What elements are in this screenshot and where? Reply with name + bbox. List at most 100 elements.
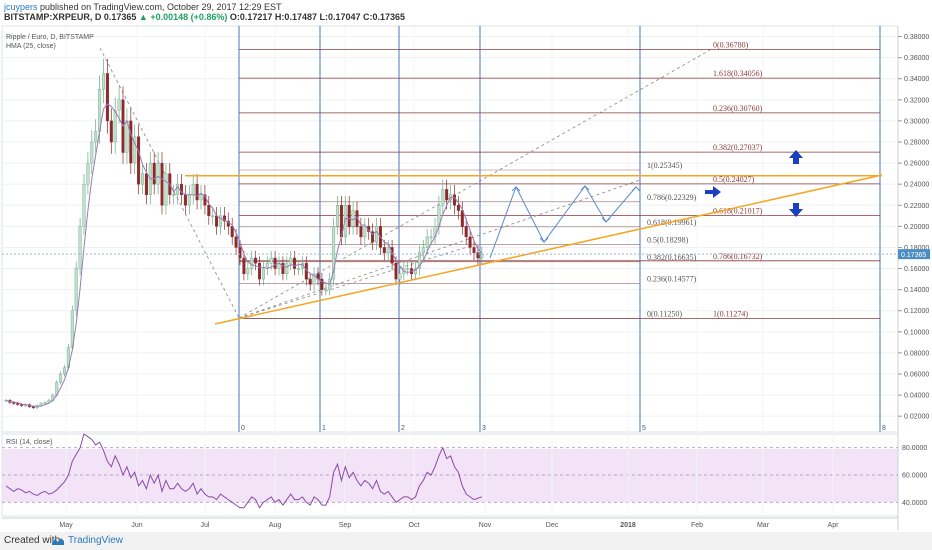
fib-level-label: 1.618(0.34056) xyxy=(713,69,763,78)
support-line xyxy=(214,174,883,325)
fib2-level-label: 0.5(0.18298) xyxy=(647,235,689,244)
candle-body xyxy=(375,226,379,243)
candle-body xyxy=(336,205,340,227)
candle-body xyxy=(312,273,316,285)
time-zone-label: 5 xyxy=(642,425,646,432)
candle-body xyxy=(109,120,113,143)
y-tick-label: 0.14000 xyxy=(904,287,929,294)
created-with-text: Created with xyxy=(4,535,61,546)
candle-body xyxy=(203,194,207,206)
candle-body xyxy=(261,268,265,280)
candle-body xyxy=(187,194,191,206)
candle-body xyxy=(222,215,226,222)
candle-body xyxy=(421,247,425,253)
candle-body xyxy=(82,183,86,227)
candle-body xyxy=(137,136,141,185)
y-tick-label: 0.08000 xyxy=(904,350,929,357)
price-axis: 0.38000 0.36000 0.34000 0.32000 0.30000 0.280… xyxy=(2,34,930,507)
x-tick-label: 2018 xyxy=(620,522,636,529)
rsi-tick-label: 40.0000 xyxy=(902,500,927,507)
footer: Created with TradingView xyxy=(0,532,932,550)
candle-body xyxy=(43,402,47,404)
candle-body xyxy=(140,173,144,185)
y-tick-label: 0.34000 xyxy=(904,76,929,83)
candle-body xyxy=(445,189,449,201)
x-tick-label: Aug xyxy=(269,522,282,529)
candle-body xyxy=(176,183,180,195)
rsi-polyline xyxy=(5,433,482,509)
dashed-trendline xyxy=(238,49,711,319)
candle-body xyxy=(195,183,199,201)
candle-body xyxy=(308,278,312,285)
candle-body xyxy=(94,131,98,143)
candle-body xyxy=(480,253,484,259)
candle-body xyxy=(363,226,367,238)
right-arrow-icon xyxy=(705,186,721,198)
candle-body xyxy=(129,120,133,164)
x-tick-label: Apr xyxy=(828,522,840,529)
candle-body xyxy=(164,173,168,206)
candle-body xyxy=(20,404,24,406)
x-tick-label: May xyxy=(59,522,73,529)
y-tick-label: 0.24000 xyxy=(904,182,929,189)
candle-body xyxy=(90,141,94,164)
fib-level-label: 0.382(0.27037) xyxy=(713,143,763,152)
candle-body xyxy=(242,257,246,275)
projection-path xyxy=(489,185,641,259)
candle-body xyxy=(472,247,476,253)
rsi-tick-label: 60.0000 xyxy=(902,473,927,480)
candle-body xyxy=(285,263,289,275)
y-tick-label: 0.28000 xyxy=(904,140,929,147)
rsi-label: RSI (14, close) xyxy=(6,439,52,446)
projection-zigzag xyxy=(489,185,637,259)
candle-body xyxy=(218,215,222,227)
fib2-level-label: 0.786(0.22329) xyxy=(647,193,697,202)
author-link[interactable]: jcuypers xyxy=(4,2,38,12)
y-tick-label: 0.02000 xyxy=(904,414,929,421)
triangle-trendlines xyxy=(185,174,883,325)
candle-body xyxy=(281,263,285,275)
fib-retracement-primary: 0(0.36780) 1.618(0.34056) 0.236(0.30760) 0.… xyxy=(239,40,880,319)
candle-body xyxy=(31,406,35,408)
y-tick-label: 0.30000 xyxy=(904,118,929,125)
x-tick-label: Jun xyxy=(131,522,142,529)
fib-level-label: 0.236(0.30760) xyxy=(713,104,763,113)
projection-arrowhead xyxy=(601,217,611,223)
header: jcuypers published on TradingView.com, O… xyxy=(0,0,932,24)
candle-body xyxy=(289,257,293,264)
fib-level-label: 0(0.36780) xyxy=(713,40,749,49)
candle-body xyxy=(429,236,433,239)
candle-body xyxy=(324,289,328,291)
x-tick-label: Dec xyxy=(546,522,559,529)
candle-body xyxy=(347,205,351,227)
candle-body xyxy=(320,278,324,290)
candle-body xyxy=(117,99,121,111)
projection-arrowhead xyxy=(511,186,521,192)
fib-level-label: 0.5(0.24027) xyxy=(713,175,755,184)
publish-line: jcuypers published on TradingView.com, O… xyxy=(4,2,282,12)
candle-body xyxy=(394,263,398,280)
candle-body xyxy=(456,205,460,211)
projection-arrowhead xyxy=(539,237,549,243)
price-pane[interactable] xyxy=(1,25,899,433)
candle-body xyxy=(250,257,254,269)
candle-body xyxy=(351,210,355,227)
candle-body xyxy=(406,268,410,270)
time-zone-label: 8 xyxy=(882,425,886,432)
candle-body xyxy=(160,162,164,206)
y-tick-label: 0.32000 xyxy=(904,97,929,104)
fib-time-zones: 0 1 2 3 5 8 xyxy=(238,26,886,432)
candle-body xyxy=(172,194,176,196)
candle-body xyxy=(476,252,480,259)
projection-arrowhead xyxy=(631,186,641,192)
x-tick-label: Oct xyxy=(409,522,420,529)
tradingview-link[interactable]: TradingView xyxy=(68,535,124,546)
candle-body xyxy=(332,226,336,280)
time-zone-label: 0 xyxy=(241,425,245,432)
direction-arrows xyxy=(705,150,803,217)
y-tick-label: 0.18000 xyxy=(904,245,929,252)
time-zone-label: 1 xyxy=(322,425,326,432)
candle-body xyxy=(179,183,183,195)
price-value: 0.17365 xyxy=(103,12,137,22)
